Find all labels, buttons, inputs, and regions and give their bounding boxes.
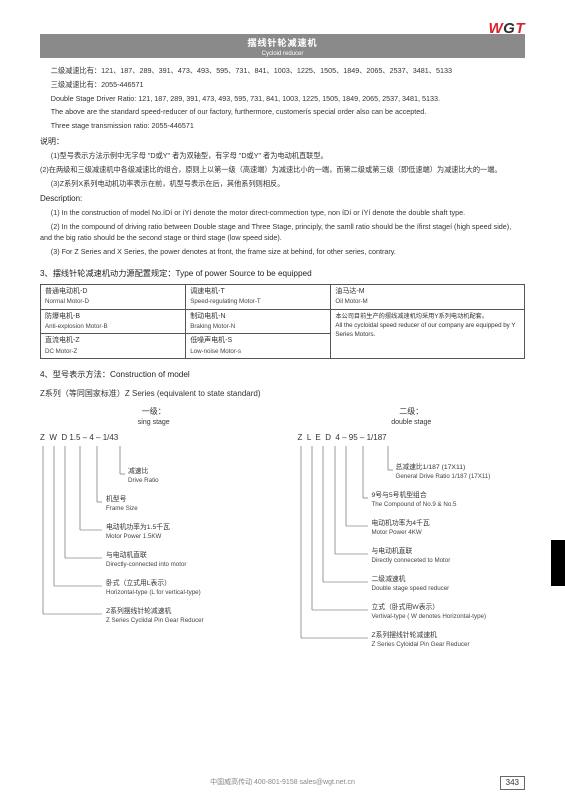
cell-lownoise-motor: 低噪声电机-SLow-noise Motor-s <box>186 334 331 359</box>
page: WGT 摆线针轮减速机 Cycloid reducer 二级减速比有：121、1… <box>0 0 565 800</box>
double-stage-column: 二级： double stage Z L E D 4 – 95 – 1/187 <box>298 406 526 647</box>
section4-title: 4、型号表示方法：Construction of model <box>40 369 525 381</box>
model-code-right: Z L E D 4 – 95 – 1/187 <box>298 432 526 444</box>
shuoming-1: (1)型号表示方法示例中无字母 "D或Y" 者为双轴型，有字母 "D或Y" 者为… <box>40 151 525 162</box>
single-stage-column: 一级： sing stage Z W D 1.5 – 4 – 1/43 减速比D… <box>40 406 268 647</box>
cell-braking-motor: 制动电机-NBraking Motor-N <box>186 309 331 334</box>
ladder-left: 减速比Drive Ratio 机型号Frame Size 电动机功率为1.5千瓦… <box>40 446 268 646</box>
ladder-item: 与电动机直联Directly conneceted to Motor <box>372 548 451 564</box>
ladder-item: 9号与5号机型组合The Compound of No.9 & No.5 <box>372 492 457 508</box>
cell-antiexplosion-motor: 防爆电机-BAnti-explosion Motor-B <box>41 309 186 334</box>
logo-g: G <box>503 20 515 37</box>
section3-title: 3、摆线针轮减速机动力源配置规定：Type of power Source to… <box>40 268 525 280</box>
cell-normal-motor: 普通电动机-DNormal Motor-D <box>41 284 186 309</box>
stage-title-left: 一级： <box>40 406 268 418</box>
stage-title-right: 二级： <box>298 406 526 418</box>
ladder-item: 电动机功率为4千瓦Motor Power 4KW <box>372 520 430 536</box>
logo-t: T <box>515 20 525 37</box>
header-cn: 摆线针轮减速机 <box>247 38 317 48</box>
ladder-item: 与电动机直联Directly-connected into motor <box>106 552 186 568</box>
intro-p1: 二级减速比有：121、187、289、391、473、493、595、731、8… <box>40 66 525 77</box>
model-code-left: Z W D 1.5 – 4 – 1/43 <box>40 432 268 444</box>
stage-sub-right: double stage <box>298 418 526 429</box>
side-index-tab <box>551 540 565 586</box>
shuoming-2: (2)在两级和三级减速机中各级减速比的组合，原则上以第一级（高速端）为减速比小的… <box>40 165 525 176</box>
header-en: Cycloid reducer <box>40 50 525 59</box>
desc-2: (2) In the compound of driving ratio bet… <box>40 222 525 244</box>
shuoming-3: (3)Z系列X系列电动机功率表示在前，机型号表示在后，其他系列则相反。 <box>40 179 525 190</box>
ladder-item: 立式（卧式用W表示）Vertival-type ( W denotes Hori… <box>372 604 487 620</box>
ladder-item: 卧式（立式用L表示）Horizontal-type (L for vertica… <box>106 580 201 596</box>
cell-speed-motor: 调速电机-TSpeed-regulating Motor-T <box>186 284 331 309</box>
cell-oil-motor: 油马达-MOil Motor-M <box>331 284 525 309</box>
intro-p3: Double Stage Driver Ratio: 121, 187, 289… <box>40 94 525 105</box>
ladder-item: 机型号Frame Size <box>106 496 138 512</box>
description-label: Description: <box>40 193 525 205</box>
ladder-item: 电动机功率为1.5千瓦Motor Power 1.5KW <box>106 524 170 540</box>
power-source-table: 普通电动机-DNormal Motor-D 调速电机-TSpeed-regula… <box>40 284 525 359</box>
cell-dc-motor: 直流电机-ZDC Motor-Z <box>41 334 186 359</box>
intro-p4: The above are the standard speed-reducer… <box>40 107 525 118</box>
logo-w: W <box>488 20 503 37</box>
zseries-title: Z系列（等同国家标准）Z Series (equivalent to state… <box>40 388 525 400</box>
intro-p2: 三级减速比有：2055-446571 <box>40 80 525 91</box>
page-number: 343 <box>500 776 525 790</box>
footer-text: 中国威高传动 400-801-9158 sales@wgt.net.cn <box>0 778 565 789</box>
ladder-right: 总减速比1/187 (17X11)General Drive Ratio 1/1… <box>298 446 526 646</box>
model-diagrams: 一级： sing stage Z W D 1.5 – 4 – 1/43 减速比D… <box>40 406 525 647</box>
table-row: 防爆电机-BAnti-explosion Motor-B 制动电机-NBraki… <box>41 309 525 334</box>
ladder-item: 减速比Drive Ratio <box>128 468 159 484</box>
desc-1: (1) In the construction of model No.íDí … <box>40 208 525 219</box>
stage-sub-left: sing stage <box>40 418 268 429</box>
ladder-item: 总减速比1/187 (17X11)General Drive Ratio 1/1… <box>396 464 491 480</box>
shuoming-label: 说明： <box>40 136 525 148</box>
header-bar: 摆线针轮减速机 Cycloid reducer <box>40 34 525 58</box>
table-row: 普通电动机-DNormal Motor-D 调速电机-TSpeed-regula… <box>41 284 525 309</box>
brand-logo: WGT <box>488 18 525 41</box>
desc-3: (3) For Z Series and X Series, the power… <box>40 247 525 258</box>
ladder-item: Z系列摆线针轮减速机Z Series Cyclidal Pin Gear Red… <box>106 608 204 624</box>
cell-note: 本公司目前生产的摆线减速机均采用Y系列电动机配套。 All the cycloi… <box>331 309 525 359</box>
ladder-item: Z系列摆线针轮减速机Z Series Cyloidal Pin Gear Red… <box>372 632 470 648</box>
intro-p5: Three stage transmission ratio: 2055-446… <box>40 121 525 132</box>
intro-section: 二级减速比有：121、187、289、391、473、493、595、731、8… <box>40 66 525 132</box>
ladder-item: 二级减速机Double stage speed reducer <box>372 576 450 592</box>
